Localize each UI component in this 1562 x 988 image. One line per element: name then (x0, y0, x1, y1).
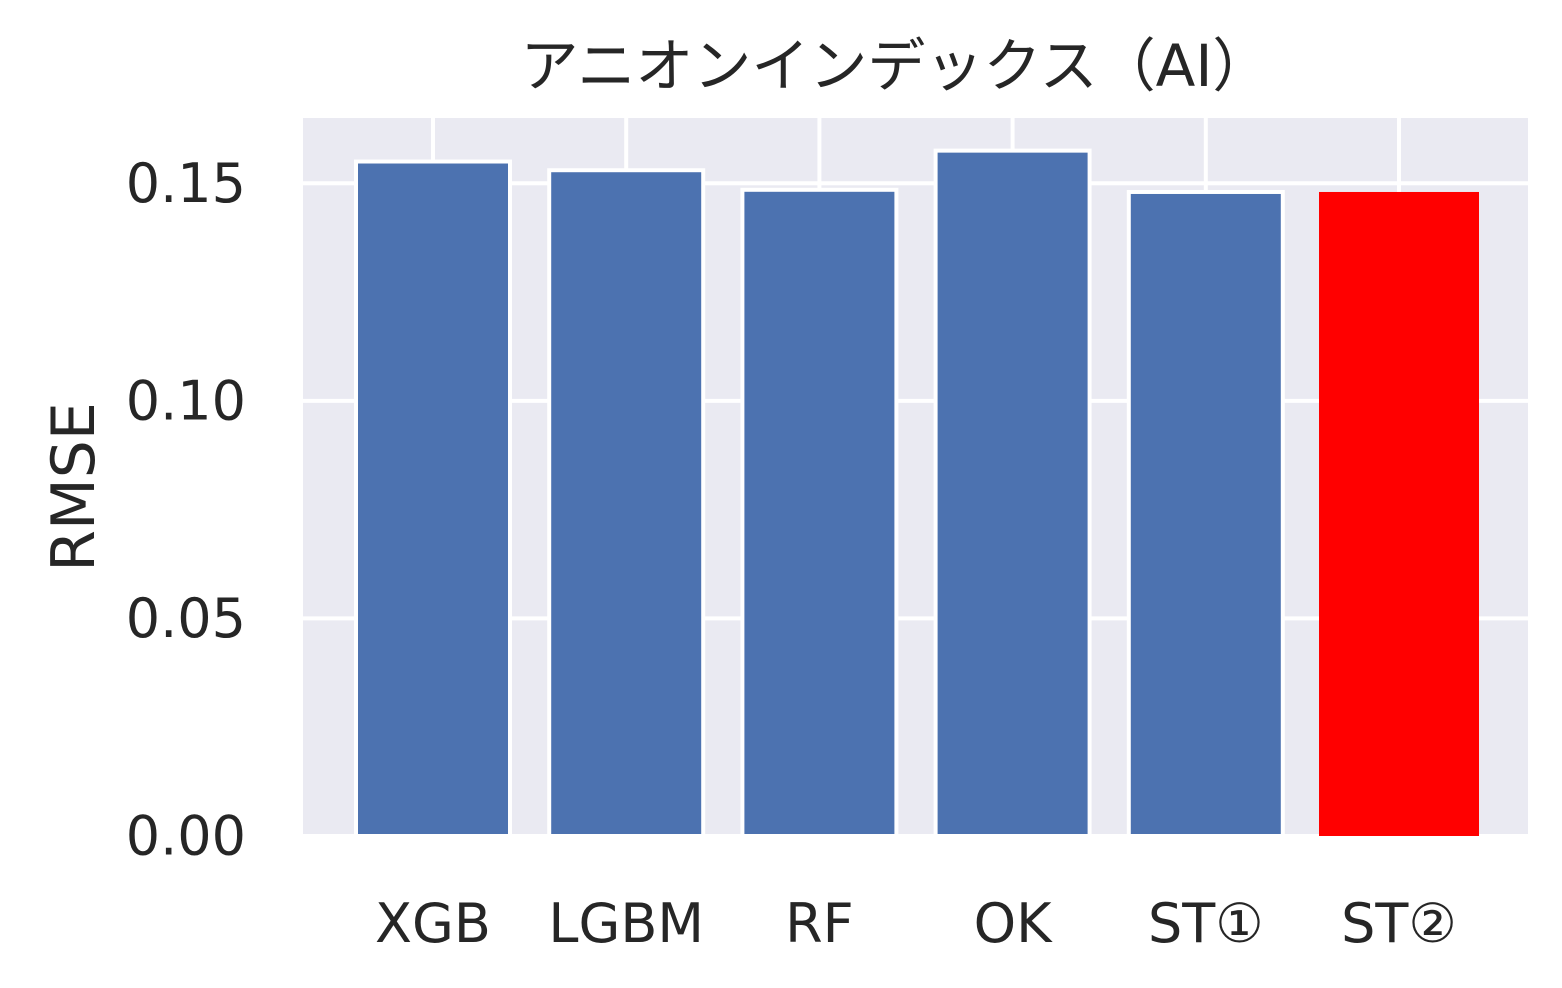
x-tick-label: ST② (1341, 892, 1457, 955)
x-tick-labels: XGB LGBM RF OK ST① ST② (375, 892, 1457, 955)
x-tick-label: XGB (375, 892, 491, 955)
chart-title: アニオンインデックス（AI） (521, 32, 1271, 100)
x-tick-label: LGBM (548, 892, 704, 955)
bar-ST① (1126, 189, 1285, 838)
bar-XGB (354, 159, 512, 839)
bar-ST② (1319, 191, 1479, 836)
x-tick-label: ST① (1148, 892, 1264, 955)
x-tick-label: RF (785, 892, 854, 955)
bar-RF (740, 187, 899, 839)
y-axis-label: RMSE (39, 402, 109, 571)
y-tick-label: 0.05 (126, 587, 246, 650)
bar-LGBM (547, 168, 706, 838)
y-tick-label: 0.00 (126, 805, 246, 868)
bars (354, 148, 1479, 839)
y-tick-labels: 0.00 0.05 0.10 0.15 (126, 152, 246, 868)
y-tick-label: 0.10 (126, 369, 246, 432)
bar-OK (933, 148, 1092, 839)
x-tick-label: OK (974, 892, 1054, 955)
y-tick-label: 0.15 (126, 152, 246, 215)
